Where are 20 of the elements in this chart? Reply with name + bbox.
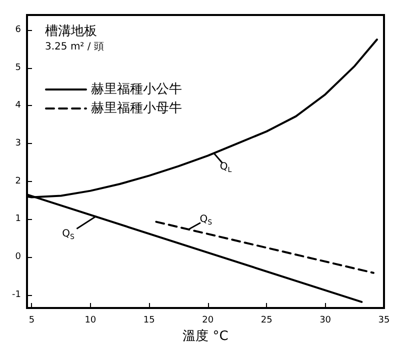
y-tick-label: 3 xyxy=(15,138,21,149)
y-tick-label: 2 xyxy=(15,176,21,186)
y-tick-label: 4 xyxy=(15,100,22,111)
x-tick-label: 25 xyxy=(260,316,272,326)
y-tick-label: 0 xyxy=(15,252,22,262)
x-axis-title: 溫度 °C xyxy=(182,328,228,344)
y-tick-label: 6 xyxy=(15,25,22,36)
x-tick-label: 5 xyxy=(28,316,35,326)
x-tick-label: 10 xyxy=(84,316,96,326)
text: 3.25 m² / 頭 xyxy=(45,42,104,52)
legend-label: 赫里福種小公牛 xyxy=(91,82,182,97)
x-tick-label: 15 xyxy=(143,316,155,326)
legend-label: 赫里福種小母牛 xyxy=(91,101,182,116)
x-tick-label: 35 xyxy=(378,316,390,326)
y-tick-label: 5 xyxy=(15,62,21,73)
text: 槽溝地板 xyxy=(45,24,97,39)
x-tick-label: 20 xyxy=(202,316,214,326)
y-tick-label: -1 xyxy=(12,290,21,300)
y-tick-label: 1 xyxy=(15,214,21,224)
x-tick-label: 30 xyxy=(320,316,332,326)
